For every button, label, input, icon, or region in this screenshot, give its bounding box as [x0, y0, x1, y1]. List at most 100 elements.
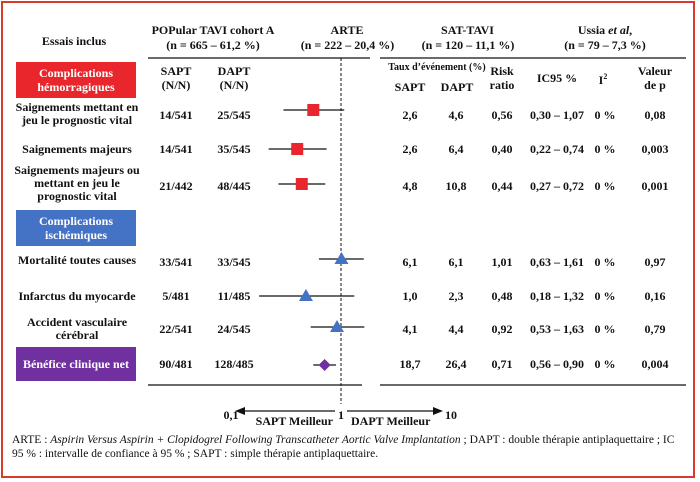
- section-ischemic: Complications ischémiques: [16, 210, 136, 246]
- cell-rr: 0,92: [491, 322, 513, 336]
- section-benefit: Bénéfice clinique net: [16, 347, 136, 381]
- cell-ci: 0,22 – 0,74: [530, 142, 584, 156]
- rr-marker-diamond: [318, 359, 331, 371]
- subheader-ratio: ratio: [489, 78, 515, 92]
- cell-rr: 0,44: [491, 179, 513, 193]
- cell-i2: 0 %: [594, 255, 616, 269]
- cell-i2: 0 %: [594, 108, 616, 122]
- cell-dapt-n: 24/545: [217, 322, 251, 336]
- subheader-i2: I2: [588, 70, 618, 87]
- cell-p: 0,79: [644, 322, 666, 336]
- footnote-part-1: ARTE :: [12, 434, 51, 446]
- ussia-name: Ussia: [577, 23, 609, 37]
- cell-dapt-rate: 6,4: [448, 142, 464, 156]
- cell-dapt-rate: 10,8: [445, 179, 467, 193]
- cell-sapt-n: 14/541: [159, 142, 193, 156]
- cell-p: 0,004: [641, 357, 669, 371]
- header-arte-n: (n = 222 – 20,4 %): [300, 38, 395, 52]
- cell-i2: 0 %: [594, 142, 616, 156]
- cell-p: 0,003: [641, 142, 669, 156]
- cell-dapt-rate: 6,1: [448, 255, 464, 269]
- header-sat-title: SAT-TAVI: [441, 23, 494, 37]
- cell-sapt-rate: 2,6: [402, 108, 418, 122]
- header-trials: Essais inclus: [41, 34, 107, 48]
- footnote-part-3: ; DAPT : double thérapie antiplaquettair…: [12, 434, 675, 460]
- cell-ci: 0,53 – 1,63: [530, 322, 584, 336]
- cell-sapt-n: 90/481: [159, 357, 193, 371]
- section-hemorrhagic: Complications hémorragiques: [16, 62, 136, 98]
- subheader-sapt-n-unit: (N/N): [161, 78, 191, 92]
- subheader-p-2: de p: [644, 78, 666, 92]
- cell-sapt-rate: 18,7: [399, 357, 421, 371]
- cell-sapt-rate: 1,0: [402, 289, 418, 303]
- cell-rr: 0,56: [491, 108, 513, 122]
- cell-ci: 0,30 – 1,07: [530, 108, 584, 122]
- cell-dapt-n: 35/545: [217, 142, 251, 156]
- ussia-etal: et al: [608, 23, 630, 37]
- axis-tick-label: 1: [338, 408, 344, 422]
- cell-p: 0,97: [644, 255, 666, 269]
- cell-i2: 0 %: [594, 289, 616, 303]
- header-sat-n: (n = 120 – 11,1 %): [421, 38, 515, 52]
- i2-exponent: 2: [603, 72, 608, 81]
- cell-i2: 0 %: [594, 179, 616, 193]
- row-label-3: Saignements majeurs ou mettant en jeu le…: [14, 163, 140, 203]
- cell-sapt-n: 21/442: [159, 179, 193, 193]
- rr-marker-triangle: [330, 320, 345, 332]
- cell-sapt-rate: 4,1: [402, 322, 418, 336]
- cell-rr: 0,48: [491, 289, 513, 303]
- subheader-sapt-n: SAPT: [160, 64, 192, 78]
- row-label-6: Accident vasculaire cérébral: [26, 315, 128, 342]
- arrow-right-label: DAPT Meilleur: [351, 414, 431, 428]
- cell-dapt-n: 25/545: [217, 108, 251, 122]
- cell-dapt-n: 11/485: [217, 289, 251, 303]
- rr-marker-square: [295, 178, 308, 190]
- cell-sapt-n: 14/541: [159, 108, 193, 122]
- cell-dapt-rate: 4,4: [448, 322, 464, 336]
- subheader-dapt-n-unit: (N/N): [219, 78, 249, 92]
- axis-tick-label: 10: [445, 408, 457, 422]
- cell-dapt-rate: 2,3: [448, 289, 464, 303]
- subheader-dapt-n: DAPT: [217, 64, 251, 78]
- cell-dapt-n: 128/485: [214, 357, 254, 371]
- subheader-sapt-rate: SAPT: [394, 80, 426, 94]
- cell-sapt-rate: 4,8: [402, 179, 418, 193]
- arrow-right-head: [433, 407, 443, 415]
- cell-i2: 0 %: [594, 357, 616, 371]
- cell-rr: 0,40: [491, 142, 513, 156]
- cell-sapt-rate: 2,6: [402, 142, 418, 156]
- axis-tick-label: 0,1: [224, 408, 239, 422]
- cell-ci: 0,56 – 0,90: [530, 357, 584, 371]
- cell-sapt-rate: 6,1: [402, 255, 418, 269]
- i2-letter: I: [598, 73, 604, 87]
- subheader-risk: Risk: [490, 64, 514, 78]
- cell-p: 0,08: [644, 108, 666, 122]
- header-arte-title: ARTE: [330, 23, 364, 37]
- cell-ci: 0,63 – 1,61: [530, 255, 584, 269]
- cell-dapt-n: 48/445: [217, 179, 251, 193]
- row-label-2: Saignements majeurs: [22, 142, 132, 156]
- footnote-arte-name: Aspirin Versus Aspirin + Clopidogrel Fol…: [50, 434, 461, 446]
- header-popular-title: POPular TAVI cohort A: [151, 23, 275, 37]
- subheader-event-rate: Taux d’événement (%): [388, 62, 486, 73]
- cell-dapt-rate: 26,4: [445, 357, 467, 371]
- rr-marker-triangle: [334, 252, 349, 264]
- rr-marker-square: [291, 143, 304, 155]
- arrow-left-label: SAPT Meilleur: [256, 414, 334, 428]
- footnote: ARTE : Aspirin Versus Aspirin + Clopidog…: [12, 433, 688, 461]
- rr-marker-triangle: [298, 289, 313, 301]
- row-label-4: Mortalité toutes causes: [18, 253, 136, 267]
- header-ussia-title: Ussia et al,: [530, 24, 680, 37]
- cell-p: 0,001: [641, 179, 669, 193]
- rr-marker-square: [307, 104, 320, 116]
- ussia-comma: ,: [629, 23, 633, 37]
- row-label-5: Infarctus du myocarde: [18, 289, 136, 303]
- arrow-left-head: [235, 407, 245, 415]
- cell-rr: 1,01: [491, 255, 513, 269]
- row-label-1: Saignements mettant en jeu le prognostic…: [15, 100, 139, 127]
- cell-sapt-n: 5/481: [162, 289, 190, 303]
- subheader-p: Valeur: [637, 64, 673, 78]
- cell-ci: 0,18 – 1,32: [530, 289, 584, 303]
